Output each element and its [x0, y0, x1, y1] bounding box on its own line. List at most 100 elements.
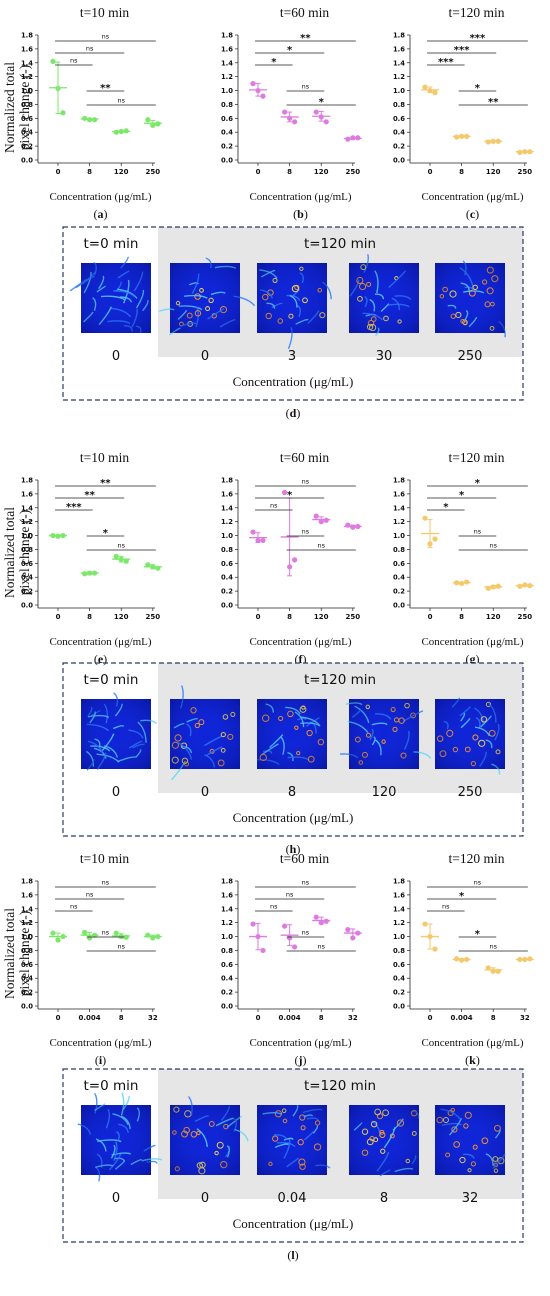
paren: ) — [475, 207, 479, 221]
data-point — [517, 149, 523, 155]
data-point — [155, 933, 161, 940]
data-point — [92, 932, 98, 938]
panel-title: t=60 min — [280, 851, 329, 866]
paren: ( — [95, 1053, 99, 1067]
data-point — [282, 489, 288, 496]
y-tick-label: 1.4 — [393, 905, 405, 913]
paren: ) — [104, 207, 108, 221]
y-tick-label: 1.8 — [393, 32, 405, 40]
panel-letter: (e) — [94, 652, 107, 666]
microscopy-image — [170, 1095, 249, 1175]
y-tick-label: 0.0 — [393, 1003, 405, 1011]
x-axis-label: Concentration (μg/mL) — [49, 191, 151, 203]
x-tick-label: 8 — [119, 1014, 124, 1022]
panel-j: t=60 min 0.0 0.2 0.4 0.6 0.8 1.0 1.2 1.4 1.6 1.8 0 0… — [221, 851, 362, 1067]
significance-label: *** — [438, 57, 454, 68]
x-tick-label: 0 — [256, 168, 261, 176]
x-tick-label: 0.004 — [451, 1014, 473, 1022]
tile-label: 0 — [201, 1191, 209, 1206]
data-point — [495, 583, 501, 589]
panel-letter: (h) — [286, 842, 301, 856]
strip-left-title: t=0 min — [84, 672, 139, 688]
y-tick-label: 1.2 — [393, 919, 405, 927]
significance-label: ns — [117, 542, 125, 550]
x-tick-label: 250 — [346, 613, 361, 621]
significance-label: ns — [117, 943, 125, 951]
data-point — [260, 947, 266, 954]
data-point — [250, 81, 256, 87]
significance-label: * — [459, 891, 465, 902]
significance-label: * — [443, 502, 449, 513]
data-point — [55, 937, 61, 943]
panel-title: t=10 min — [80, 851, 129, 866]
y-tick-label: 1.6 — [21, 891, 33, 899]
y-tick-label: 1.0 — [21, 532, 33, 540]
data-point — [427, 541, 433, 547]
y-tick-label: 0.0 — [21, 1003, 33, 1011]
data-point — [255, 537, 261, 544]
paren: ) — [304, 207, 308, 221]
microscopy-image — [349, 1105, 420, 1177]
y-tick-label: 0.2 — [221, 143, 233, 151]
data-point — [427, 933, 433, 940]
panel-letter-text: g — [470, 652, 476, 666]
x-tick-label: 0 — [428, 613, 433, 621]
y-tick-label: 1.6 — [393, 45, 405, 53]
y-tick-label: 1.4 — [393, 504, 405, 512]
dashed-frame — [62, 226, 524, 401]
data-point — [422, 515, 428, 521]
x-tick-label: 250 — [518, 168, 533, 176]
y-tick-label: 0.4 — [21, 975, 33, 983]
significance-label: ns — [302, 528, 310, 536]
y-tick-label: 1.4 — [221, 59, 233, 67]
x-tick-label: 0 — [56, 168, 61, 176]
strip-left-title: t=0 min — [84, 236, 139, 252]
significance-label: ns — [102, 879, 110, 887]
y-axis-label: Normalized totalpixel change (-) — [2, 507, 32, 598]
data-point — [350, 135, 356, 141]
y-tick-label: 1.2 — [221, 73, 233, 81]
data-point — [517, 956, 523, 963]
strip-left-title: t=0 min — [84, 1078, 139, 1094]
panel-letter-text: e — [98, 652, 104, 666]
image-shade — [257, 1105, 327, 1175]
significance-label: * — [287, 45, 293, 56]
dashed-frame — [62, 662, 524, 837]
y-tick-label: 1.2 — [21, 73, 33, 81]
y-tick-label: 1.0 — [221, 532, 233, 540]
y-tick-label: 0.6 — [393, 560, 405, 568]
microscopy-image — [435, 697, 505, 775]
paren: ) — [296, 406, 300, 420]
panel-letter-text: i — [99, 1053, 103, 1067]
data-point — [464, 133, 470, 139]
data-point — [459, 957, 465, 963]
paren: ( — [465, 1053, 469, 1067]
microscopy-image — [435, 260, 506, 338]
y-tick-label: 0.0 — [221, 602, 233, 610]
significance-label: ns — [442, 903, 450, 911]
significance-label: ns — [117, 97, 125, 105]
x-tick-label: 32 — [520, 1014, 530, 1022]
y-tick-label: 0.2 — [21, 989, 33, 997]
tile-label: 8 — [380, 1191, 388, 1206]
y-tick-label: 0.2 — [393, 588, 405, 596]
y-tick-label: 0.6 — [393, 115, 405, 123]
y-tick-label: 0.4 — [21, 574, 33, 582]
data-point — [87, 935, 93, 941]
data-point — [145, 117, 151, 123]
panel-title: t=60 min — [280, 450, 329, 465]
microscopy-image — [77, 1092, 163, 1182]
data-point — [118, 556, 124, 562]
x-axis-label: Concentration (μg/mL) — [421, 1037, 523, 1049]
data-point — [92, 570, 98, 576]
data-point — [527, 582, 533, 589]
data-point — [318, 920, 324, 926]
panel-letter-text: k — [469, 1053, 476, 1067]
y-tick-label: 0.2 — [21, 143, 33, 151]
image-shade — [81, 1105, 151, 1175]
paren: ( — [94, 652, 98, 666]
y-tick-label: 0.0 — [21, 602, 33, 610]
y-tick-label: 0.6 — [221, 560, 233, 568]
x-tick-label: 8 — [491, 1014, 496, 1022]
